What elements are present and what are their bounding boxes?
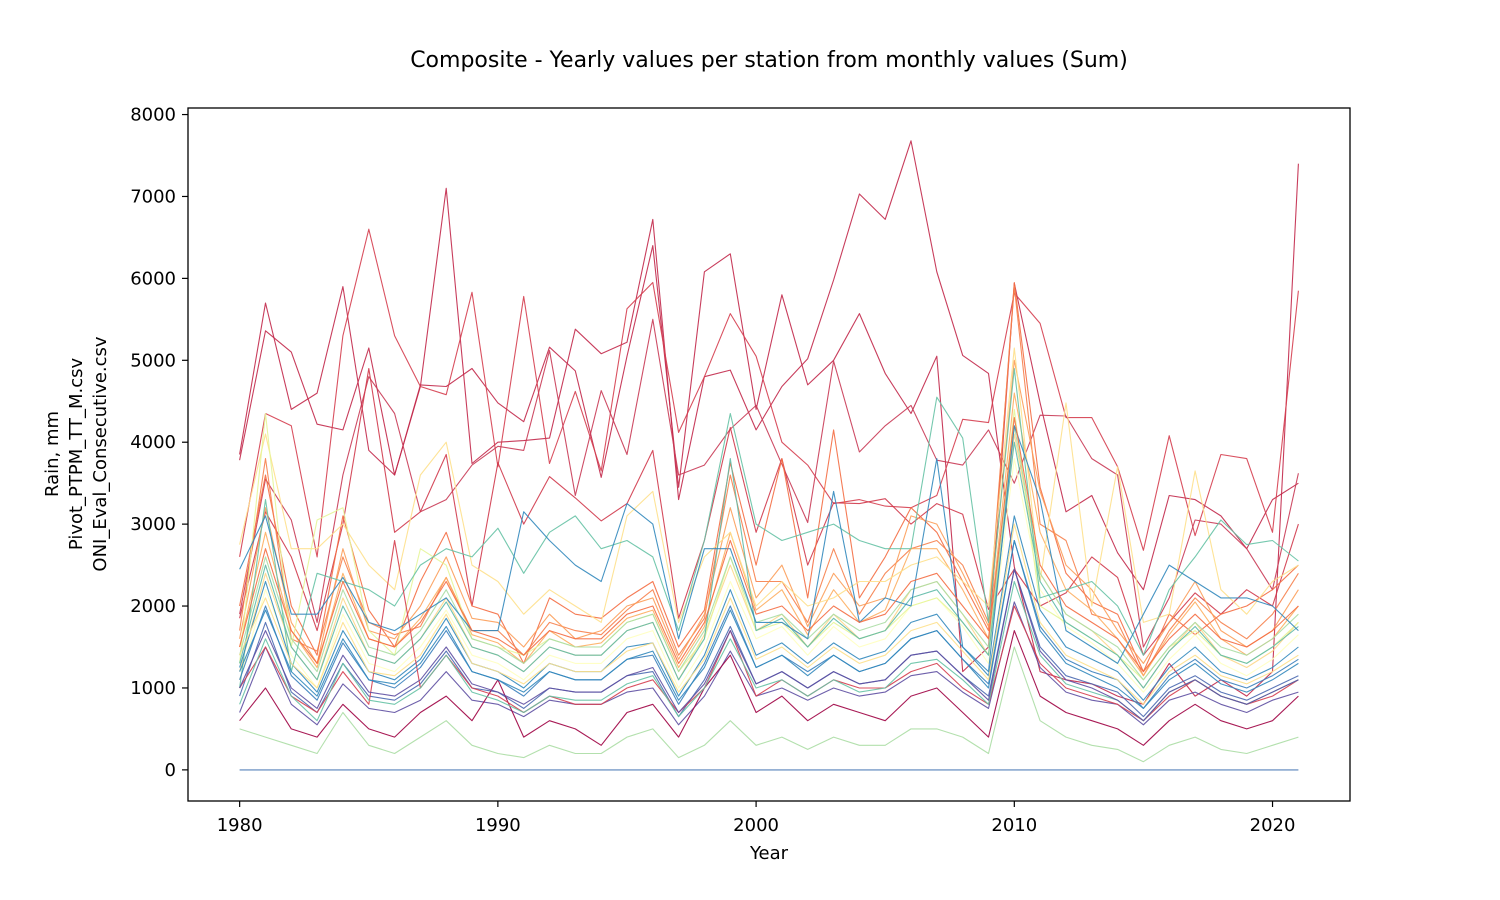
series-line-21 xyxy=(239,425,1299,673)
series-line-10 xyxy=(239,347,1299,623)
y-axis-title: Rain, mm Pivot_PTPM_TT_M.csv ONI_Eval_Co… xyxy=(42,336,111,572)
chart-title: Composite - Yearly values per station fr… xyxy=(410,48,1128,73)
x-tick-label: 1980 xyxy=(217,815,263,836)
y-tick-label: 6000 xyxy=(130,268,176,289)
series-line-3 xyxy=(239,228,1299,558)
series-line-13 xyxy=(239,408,1299,681)
y-axis-title-line-3: ONI_Eval_Consecutive.csv xyxy=(90,336,111,572)
series-line-24 xyxy=(239,417,1299,673)
x-axis: 1980 1990 2000 2010 2020 xyxy=(217,801,1296,836)
series-line-20 xyxy=(239,601,1299,726)
y-tick-label: 0 xyxy=(165,760,176,781)
series-line-6 xyxy=(239,281,1299,673)
x-tick-label: 2010 xyxy=(991,815,1037,836)
y-tick-label: 5000 xyxy=(130,350,176,371)
x-tick-label: 2000 xyxy=(733,815,779,836)
series-line-2 xyxy=(239,245,1299,673)
series-line-29 xyxy=(239,539,1299,709)
series-line-25 xyxy=(239,646,1299,763)
y-tick-label: 3000 xyxy=(130,514,176,535)
series-line-14 xyxy=(239,425,1299,681)
y-axis: 0 1000 2000 3000 4000 5000 6000 7000 8000 xyxy=(130,105,188,781)
series-layer xyxy=(239,140,1299,771)
y-tick-label: 8000 xyxy=(130,105,176,126)
x-tick-label: 1990 xyxy=(475,815,521,836)
series-line-27 xyxy=(239,523,1299,705)
series-line-30 xyxy=(239,568,1299,722)
series-line-15 xyxy=(239,367,1299,689)
y-tick-label: 4000 xyxy=(130,432,176,453)
x-tick-label: 2020 xyxy=(1250,815,1296,836)
series-line-8 xyxy=(239,359,1299,664)
y-axis-title-line-2: Pivot_PTPM_TT_M.csv xyxy=(66,358,87,551)
series-line-12 xyxy=(239,458,1299,693)
series-line-16 xyxy=(239,441,1299,689)
y-tick-label: 7000 xyxy=(130,186,176,207)
y-axis-title-line-1: Rain, mm xyxy=(42,411,63,497)
x-axis-title: Year xyxy=(749,843,789,864)
series-line-5 xyxy=(239,367,1299,656)
series-line-23 xyxy=(239,539,1299,722)
series-line-22 xyxy=(239,630,1299,746)
y-tick-label: 1000 xyxy=(130,678,176,699)
plot-frame xyxy=(187,107,1351,802)
y-tick-label: 2000 xyxy=(130,596,176,617)
